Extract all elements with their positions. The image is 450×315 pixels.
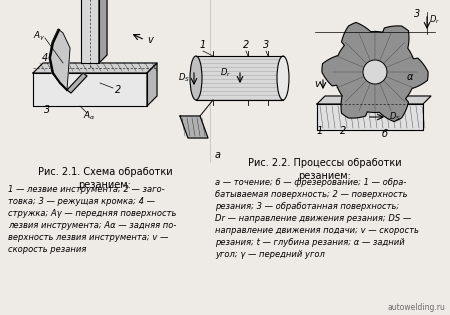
Polygon shape xyxy=(322,22,428,122)
Circle shape xyxy=(363,60,387,84)
Polygon shape xyxy=(317,96,431,104)
Text: Рис. 2.1. Схема обработки
резанием:: Рис. 2.1. Схема обработки резанием: xyxy=(38,167,172,190)
Polygon shape xyxy=(33,73,147,106)
Text: 2: 2 xyxy=(115,85,121,95)
Ellipse shape xyxy=(190,56,202,100)
Text: а: а xyxy=(215,150,221,160)
Text: 3: 3 xyxy=(414,9,420,19)
Text: $D_r$: $D_r$ xyxy=(429,14,440,26)
Text: 4: 4 xyxy=(42,53,48,63)
Text: $D_S$: $D_S$ xyxy=(178,72,190,84)
Polygon shape xyxy=(49,29,70,90)
Text: 2: 2 xyxy=(243,40,249,50)
Text: v: v xyxy=(314,79,320,89)
Text: $A_\gamma$: $A_\gamma$ xyxy=(33,29,46,43)
Polygon shape xyxy=(99,0,107,63)
Text: а — точение; б — фрезерование; 1 — обра-
батываемая поверхность; 2 — поверхность: а — точение; б — фрезерование; 1 — обра-… xyxy=(215,178,419,259)
Polygon shape xyxy=(33,63,157,73)
Text: autowelding.ru: autowelding.ru xyxy=(387,303,445,312)
Text: Рис. 2.2. Процессы обработки
резанием:: Рис. 2.2. Процессы обработки резанием: xyxy=(248,158,402,181)
Polygon shape xyxy=(67,73,87,93)
Text: 1: 1 xyxy=(200,40,206,50)
Text: $D_S$: $D_S$ xyxy=(389,111,401,123)
Ellipse shape xyxy=(277,56,289,100)
Text: 3: 3 xyxy=(44,105,50,115)
Polygon shape xyxy=(180,116,208,138)
Text: $D_r$: $D_r$ xyxy=(220,67,232,79)
Text: 1 — лезвие инструмента; 2 — заго-
товка; 3 — режущая кромка; 4 —
стружка; Аγ — п: 1 — лезвие инструмента; 2 — заго- товка;… xyxy=(8,185,176,254)
Text: 2: 2 xyxy=(340,126,346,136)
Text: б: б xyxy=(382,129,388,139)
Text: $\alpha$: $\alpha$ xyxy=(406,72,414,82)
Text: $A_\alpha$: $A_\alpha$ xyxy=(83,110,96,122)
Polygon shape xyxy=(196,56,283,100)
Text: 3: 3 xyxy=(263,40,269,50)
Text: v: v xyxy=(147,35,153,45)
Polygon shape xyxy=(81,0,99,63)
Text: 1: 1 xyxy=(317,126,323,136)
Polygon shape xyxy=(317,104,423,130)
Polygon shape xyxy=(147,63,157,106)
